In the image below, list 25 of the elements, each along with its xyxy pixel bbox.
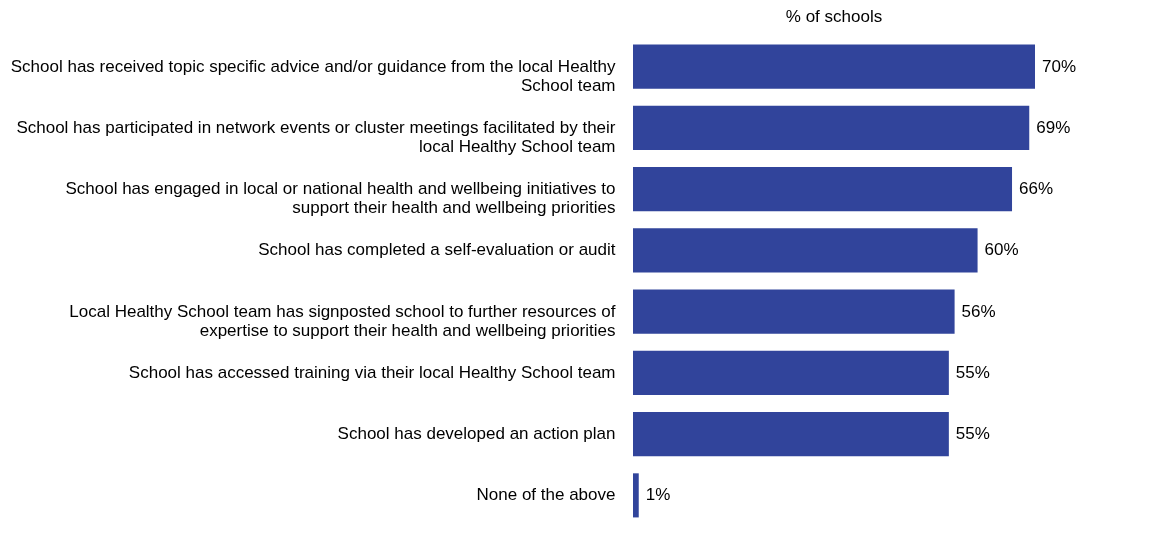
data-label: 60% (984, 240, 1019, 260)
y-tick-label: School has participated in network events or cluster meetings facilitated by their local Healthy School team (16, 117, 616, 156)
data-label: 66% (1019, 179, 1054, 199)
y-tick-label: None of the above (476, 485, 616, 505)
data-label: 70% (1042, 56, 1077, 76)
y-tick-label: Local Healthy School team has signposted school to further resources of expertise to support their health and wellbeing priorities (69, 301, 616, 340)
data-label: 69% (1036, 117, 1071, 137)
bar (633, 105, 1030, 150)
data-label: 55% (955, 424, 990, 444)
bar (633, 473, 639, 518)
y-tick-label: School has developed an action plan (337, 424, 616, 444)
bar (633, 167, 1013, 212)
y-tick-label: School has engaged in local or national health and wellbeing initiatives to support their health and wellbeing priorities (65, 179, 616, 218)
data-label: 1% (645, 485, 671, 505)
bar (633, 228, 978, 273)
y-tick-label: School has completed a self-evaluation or audit (258, 240, 616, 260)
y-tick-label: School has accessed training via their local Healthy School team (128, 362, 616, 382)
chart-title: % of schools (785, 7, 883, 26)
bar (633, 412, 949, 457)
data-label: 55% (955, 362, 990, 382)
bar (633, 289, 955, 334)
bar (633, 44, 1035, 89)
data-label: 56% (961, 301, 996, 321)
bar (633, 350, 949, 395)
y-tick-label: School has received topic specific advice and/or guidance from the local Healthy School team (10, 56, 616, 95)
